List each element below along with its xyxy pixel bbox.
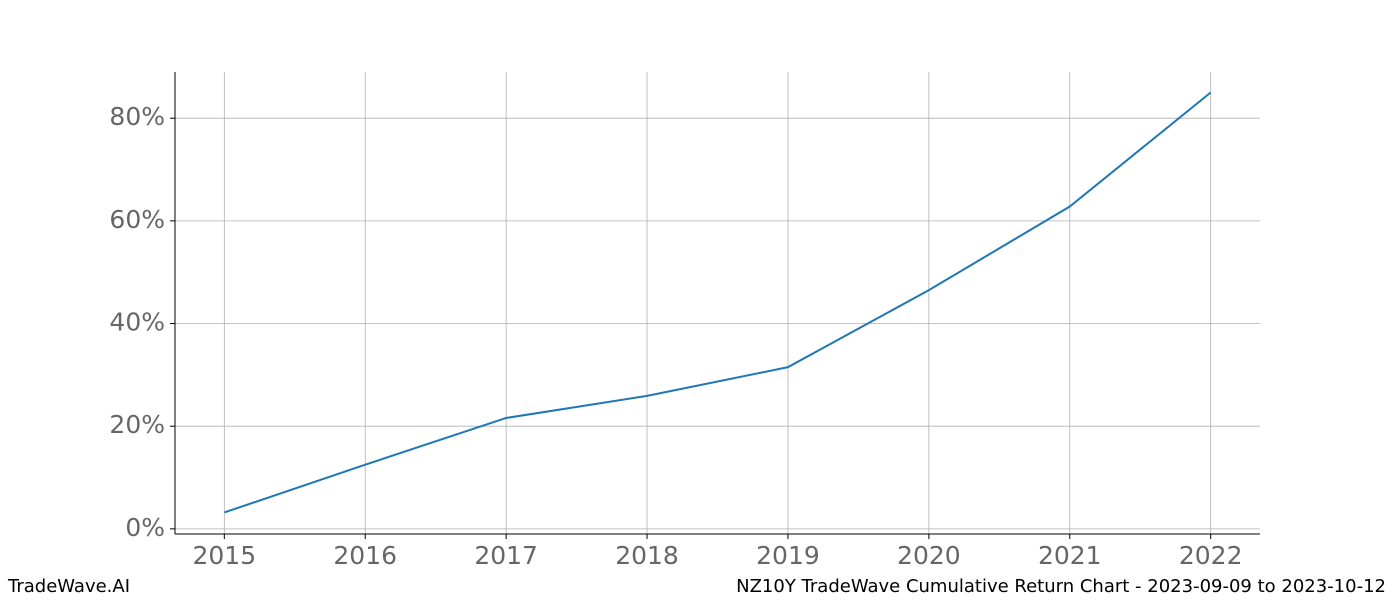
y-tick-label: 20% [109, 410, 165, 439]
x-tick-label: 2017 [474, 541, 538, 570]
y-tick-label: 0% [125, 513, 165, 542]
y-tick-label: 40% [109, 308, 165, 337]
data-line [223, 91, 1212, 514]
x-tick-label: 2020 [897, 541, 961, 570]
x-tick-label: 2018 [615, 541, 679, 570]
x-tick-label: 2015 [193, 541, 257, 570]
x-tick-label: 2021 [1038, 541, 1102, 570]
footer-left: TradeWave.AI [7, 576, 130, 597]
footer-right: NZ10Y TradeWave Cumulative Return Chart … [736, 576, 1386, 597]
y-tick-label: 80% [109, 102, 165, 131]
x-tick-label: 2019 [756, 541, 820, 570]
x-tick-label: 2016 [333, 541, 397, 570]
y-tick-label: 60% [109, 205, 165, 234]
x-tick-label: 2022 [1179, 541, 1243, 570]
